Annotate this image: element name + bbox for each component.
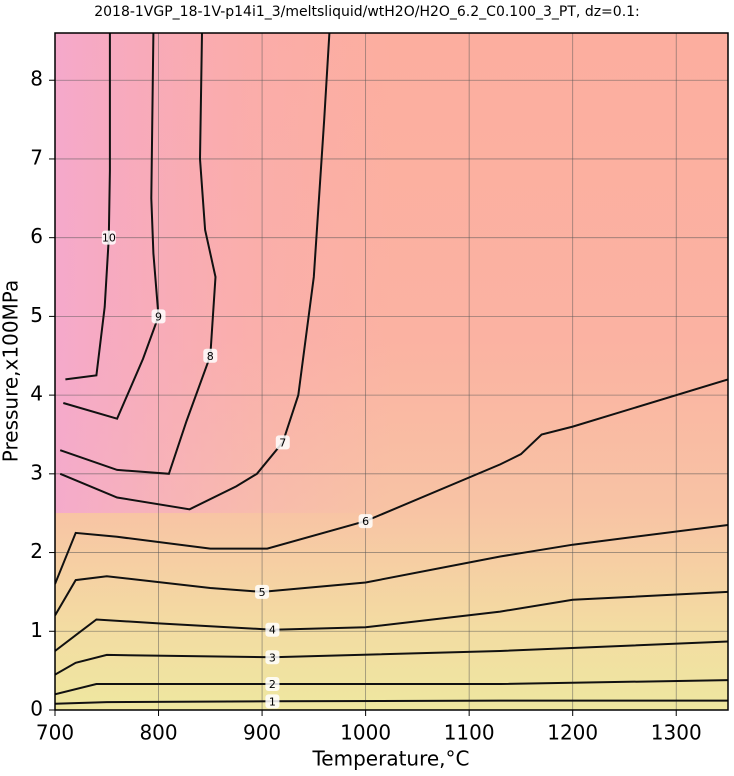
contour-label-bg xyxy=(101,230,116,245)
y-axis-label: Pressure,x100MPa xyxy=(0,280,23,462)
x-tick-label: 1100 xyxy=(444,721,495,745)
x-tick-label: 1300 xyxy=(651,721,702,745)
contour-label-bg xyxy=(265,650,280,665)
contour-label: 2 xyxy=(269,678,276,691)
contour-label: 6 xyxy=(362,515,369,528)
contour-line xyxy=(59,33,331,511)
x-tick-label: 1200 xyxy=(547,721,598,745)
chart-title: 2018-1VGP_18-1V-p14i1_3/meltsliquid/wtH2… xyxy=(94,4,640,20)
y-tick-label: 7 xyxy=(30,145,43,169)
y-tick-label: 3 xyxy=(30,460,43,484)
contour-label: 3 xyxy=(269,651,276,664)
contour-label: 4 xyxy=(269,624,276,637)
y-tick-label: 8 xyxy=(30,67,43,91)
x-axis-label: Temperature,°C xyxy=(311,747,469,771)
contour-label-bg xyxy=(255,584,270,599)
contour-label: 5 xyxy=(259,586,266,599)
y-tick-label: 5 xyxy=(30,303,43,327)
contour-line xyxy=(55,640,728,676)
contour-label-bg xyxy=(275,435,290,450)
y-tick-label: 4 xyxy=(30,382,43,406)
x-tick-label: 800 xyxy=(139,721,177,745)
x-tick-label: 1000 xyxy=(340,721,391,745)
axes: 700 800 900 1000 1100 1200 1300 0 1 2 3 4 5 6 7 8 xyxy=(30,67,701,745)
contour-label: 1 xyxy=(269,695,276,708)
color-field-overlay xyxy=(55,33,728,513)
contour-label: 7 xyxy=(279,436,286,449)
contour-label-bg xyxy=(265,694,280,709)
x-tick-label: 900 xyxy=(243,721,281,745)
contour-label-bg xyxy=(265,622,280,637)
contour-label: 9 xyxy=(155,310,162,323)
y-tick-label: 2 xyxy=(30,539,43,563)
y-tick-label: 1 xyxy=(30,618,43,642)
y-tick-label: 6 xyxy=(30,224,43,248)
contour-line xyxy=(65,33,111,381)
contour-label: 10 xyxy=(102,232,116,245)
contour-label-bg xyxy=(203,348,218,363)
contour-label-bg xyxy=(151,309,166,324)
plot-frame xyxy=(54,32,729,711)
x-tick-label: 700 xyxy=(36,721,74,745)
contour-label: 8 xyxy=(207,350,214,363)
contour-label-bg xyxy=(358,514,373,529)
contours: 1 2 3 4 5 6 7 8 9 10 xyxy=(55,33,728,709)
y-tick-label: 0 xyxy=(30,697,43,721)
contour-label-bg xyxy=(265,677,280,692)
